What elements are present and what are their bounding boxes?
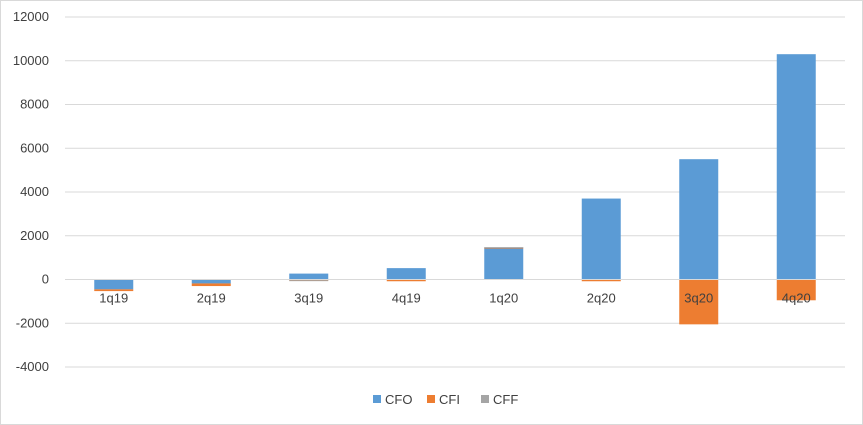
bar-cfi-2q20	[581, 279, 621, 282]
y-tick-label: -4000	[16, 359, 49, 374]
y-tick-label: 6000	[20, 140, 49, 155]
x-category-label: 3q20	[684, 291, 713, 306]
legend-swatch-cfo	[373, 395, 381, 403]
y-tick-label: 10000	[13, 53, 49, 68]
bars	[94, 54, 816, 325]
y-tick-label: -2000	[16, 315, 49, 330]
legend-swatch-cff	[481, 395, 489, 403]
bar-cfo-2q19	[191, 279, 231, 284]
bar-cfi-4q20	[776, 279, 816, 301]
bar-cfi-1q19	[94, 289, 134, 292]
y-tick-label: 12000	[13, 9, 49, 24]
x-category-label: 3q19	[294, 291, 323, 306]
bar-cfi-2q19	[191, 283, 231, 287]
bar-cff-1q20	[484, 247, 524, 249]
legend-label-cfi: CFI	[439, 392, 460, 407]
bar-cfo-1q20	[484, 248, 524, 280]
bar-cfo-3q19	[289, 273, 329, 280]
x-category-label: 4q20	[782, 291, 811, 306]
x-axis-categories: 1q19 2q19 3q19 4q19 1q20 2q20 3q20 4q20	[99, 291, 810, 306]
bar-cfo-4q20	[776, 54, 816, 280]
legend-label-cff: CFF	[493, 392, 518, 407]
bar-cfi-4q19	[386, 279, 426, 282]
bar-cff-3q19	[289, 280, 329, 282]
y-tick-label: 4000	[20, 184, 49, 199]
bar-cfo-1q19	[94, 279, 134, 290]
bar-cfo-4q19	[386, 268, 426, 280]
x-category-label: 2q20	[587, 291, 616, 306]
bar-cfo-2q20	[581, 198, 621, 280]
bar-cfo-3q20	[679, 159, 719, 280]
y-tick-label: 0	[42, 272, 49, 287]
y-tick-label: 2000	[20, 228, 49, 243]
x-category-label: 1q20	[489, 291, 518, 306]
legend-swatch-cfi	[427, 395, 435, 403]
legend: CFO CFI CFF	[373, 392, 518, 407]
y-axis-ticks: 12000 10000 8000 6000 4000 2000 0 -2000 -4000	[13, 9, 49, 374]
bar-cfi-3q20	[679, 279, 719, 325]
legend-label-cfo: CFO	[385, 392, 412, 407]
y-tick-label: 8000	[20, 97, 49, 112]
x-category-label: 2q19	[197, 291, 226, 306]
x-category-label: 4q19	[392, 291, 421, 306]
x-category-label: 1q19	[99, 291, 128, 306]
gridlines	[65, 16, 845, 368]
